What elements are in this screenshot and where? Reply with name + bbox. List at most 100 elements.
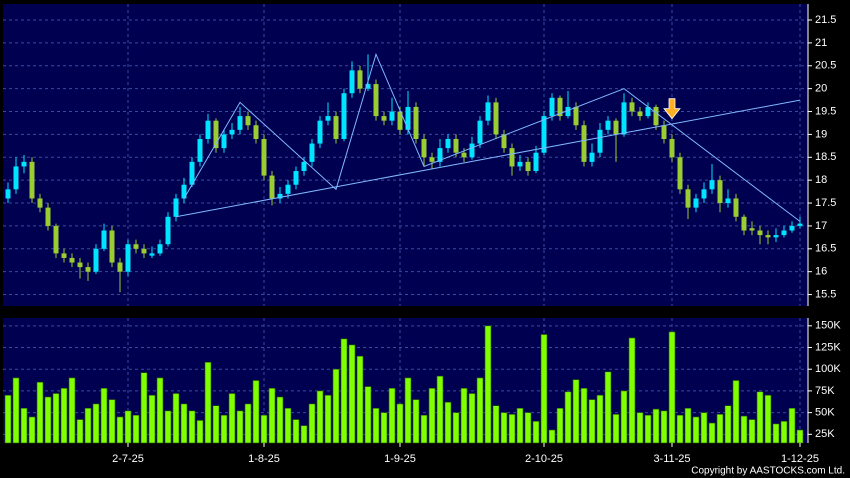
volume-bar: [60, 388, 68, 444]
volume-bar: [36, 381, 44, 444]
volume-bar: [748, 419, 756, 444]
volume-bar: [620, 390, 628, 444]
candle-body: [557, 97, 563, 117]
volume-bar: [108, 399, 116, 444]
y-tick-label: 75K: [815, 385, 835, 397]
candle-body: [413, 106, 419, 139]
volume-bar: [52, 393, 60, 444]
volume-bar: [20, 407, 28, 444]
x-tick-label: 1-8-25: [248, 453, 280, 465]
volume-bar: [588, 399, 596, 444]
volume-bar: [580, 388, 588, 444]
candle-body: [493, 102, 499, 135]
volume-bar: [700, 412, 708, 444]
volume-bar: [604, 371, 612, 444]
arrow-marker: [663, 98, 681, 120]
volume-bar: [676, 414, 684, 444]
candle-body: [317, 120, 323, 144]
volume-bar: [716, 414, 724, 444]
x-tick-label: 1-12-25: [781, 453, 819, 465]
candle-body: [709, 180, 715, 190]
candle-body: [181, 184, 187, 199]
candle-body: [741, 216, 747, 231]
copyright: Copyright by AASTOCKS.com Ltd.: [691, 466, 845, 477]
candle-body: [85, 267, 91, 272]
volume-bar: [28, 416, 36, 444]
volume-bar: [684, 407, 692, 444]
candle-body: [701, 189, 707, 199]
volume-bar: [668, 331, 676, 444]
candle-body: [477, 120, 483, 144]
candle-body: [437, 148, 443, 162]
candle-body: [325, 116, 331, 121]
candle-body: [13, 166, 19, 190]
candle-body: [781, 230, 787, 236]
candle-body: [173, 198, 179, 217]
candle-body: [165, 216, 171, 245]
candle-body: [637, 111, 643, 117]
candle-body: [349, 70, 355, 94]
candle-body: [533, 152, 539, 172]
volume-bar: [564, 391, 572, 444]
volume-bar: [100, 388, 108, 444]
candle-body: [613, 120, 619, 135]
candle-body: [381, 116, 387, 121]
candle-body: [621, 102, 627, 135]
candle-body: [253, 125, 259, 139]
volume-bar: [332, 368, 340, 444]
volume-bar: [492, 405, 500, 444]
candle-body: [61, 253, 67, 258]
volume-bar: [252, 380, 260, 444]
candle-body: [237, 116, 243, 130]
volume-bar: [44, 396, 52, 444]
candle-body: [117, 262, 123, 272]
volume-bar: [460, 388, 468, 444]
candle-body: [397, 111, 403, 130]
candle-body: [77, 262, 83, 268]
volume-bar: [660, 410, 668, 444]
candle-body: [309, 143, 315, 162]
candle-body: [405, 106, 411, 130]
volume-bar: [348, 344, 356, 444]
volume-bar: [572, 379, 580, 444]
volume-bar: [548, 429, 556, 444]
candle-body: [45, 207, 51, 226]
candle-body: [245, 116, 251, 126]
candle-body: [773, 235, 779, 238]
volume-bar: [204, 361, 212, 444]
volume-bar: [196, 420, 204, 444]
volume-bar: [628, 337, 636, 444]
volume-bar: [732, 380, 740, 444]
volume-bar: [636, 412, 644, 444]
candle-body: [453, 138, 459, 153]
candle-body: [725, 198, 731, 204]
volume-bar: [612, 414, 620, 444]
volume-bar: [356, 355, 364, 444]
volume-bar: [172, 393, 180, 444]
candle-body: [5, 189, 11, 199]
volume-bar: [500, 412, 508, 444]
candle-body: [21, 161, 27, 167]
volume-bar: [788, 407, 796, 444]
candle-body: [149, 253, 155, 256]
panel: [3, 4, 808, 306]
candle-body: [661, 125, 667, 139]
candle-body: [717, 180, 723, 204]
volume-bar: [148, 394, 156, 444]
candle-body: [365, 84, 371, 89]
volume-bar: [156, 377, 164, 444]
volume-bar: [724, 405, 732, 444]
candle-body: [757, 230, 763, 236]
candle-body: [141, 248, 147, 254]
candle-body: [541, 116, 547, 153]
candle-body: [445, 138, 451, 149]
volume-bar: [596, 394, 604, 444]
candle-body: [29, 161, 35, 199]
candle-body: [669, 138, 675, 158]
volume-bar: [468, 393, 476, 444]
volume-bar: [292, 419, 300, 444]
volume-bar: [188, 410, 196, 444]
candle-body: [357, 70, 363, 89]
candle-body: [277, 193, 283, 199]
